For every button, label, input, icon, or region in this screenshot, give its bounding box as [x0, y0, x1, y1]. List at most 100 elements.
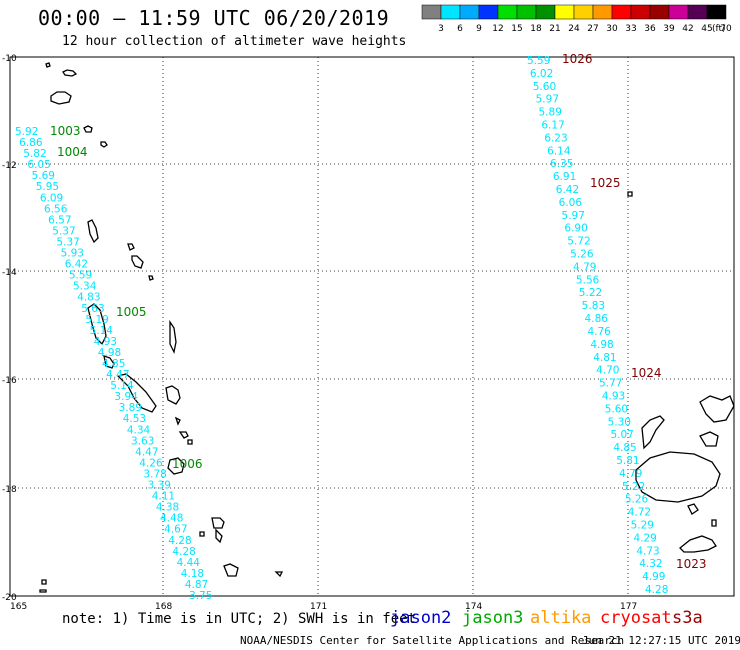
lon-axis-label: 174: [465, 602, 482, 612]
coastline: [127, 243, 135, 251]
wave-height-value-west: 5.95: [36, 181, 59, 193]
lat-axis-label: -18: [2, 485, 17, 495]
wave-height-value-west: 4.44: [177, 557, 201, 569]
wave-height-value-east: 4.70: [596, 365, 619, 377]
lon-axis-label: 168: [155, 602, 172, 612]
wave-height-value-east: 6.91: [553, 171, 576, 183]
wave-height-value-west: 5.14: [110, 380, 134, 392]
coastline: [169, 319, 177, 354]
wave-height-value-west: 4.26: [139, 457, 163, 469]
wave-height-value-east: 4.86: [585, 313, 609, 325]
wave-height-value-east: 4.99: [642, 571, 665, 583]
wave-height-value-west: 4.11: [152, 491, 175, 503]
coastline: [100, 141, 108, 148]
coastline: [167, 457, 185, 475]
wave-height-value-east: 5.60: [533, 81, 556, 93]
pressure-label-west: 1004: [57, 145, 88, 159]
coastline: [627, 191, 633, 197]
wave-height-value-east: 4.73: [636, 545, 659, 557]
coastline: [87, 219, 99, 244]
wave-height-value-west: 3.39: [148, 480, 171, 492]
colorbar-tick-label: 24: [568, 24, 580, 34]
pressure-label-east: 1024: [631, 366, 662, 380]
wave-height-value-west: 5.19: [85, 314, 108, 326]
wave-height-value-east: 5.22: [622, 481, 645, 493]
wave-height-value-west: 5.34: [73, 281, 97, 293]
coastline: [83, 125, 93, 133]
wave-height-value-east: 4.79: [619, 468, 642, 480]
wave-height-value-east: 5.29: [631, 519, 654, 531]
lon-axis-label: 171: [310, 602, 327, 612]
colorbar-tick-label: 27: [587, 24, 598, 34]
wave-height-value-east: 5.30: [608, 416, 631, 428]
wave-height-value-east: 5.26: [625, 494, 649, 506]
colorbar-tick-label: 30: [606, 24, 618, 34]
coastline: [116, 373, 157, 413]
coastline: [635, 451, 721, 503]
pressure-label-east: 1026: [562, 52, 593, 66]
wave-height-value-west: 5.37: [56, 236, 79, 248]
wave-height-value-east: 4.79: [573, 261, 596, 273]
wave-height-value-east: 5.26: [570, 249, 594, 261]
satellite-label-jason3: jason3: [462, 608, 524, 628]
coastline: [199, 531, 205, 537]
colorbar-tick-label: 42: [682, 24, 693, 34]
wave-height-value-west: 4.28: [172, 546, 195, 558]
wave-height-value-west: 6.86: [19, 137, 43, 149]
pressure-label-east: 1025: [590, 176, 621, 190]
coastline: [699, 431, 719, 447]
wave-height-value-west: 6.42: [65, 259, 88, 271]
colorbar-tick-label: 36: [644, 24, 656, 34]
wave-height-value-east: 6.02: [530, 68, 553, 80]
generated-timestamp: Jun 21 12:27:15 UTC 2019: [582, 634, 740, 647]
wave-height-value-east: 6.42: [556, 184, 579, 196]
lon-axis-label: 165: [10, 602, 27, 612]
coastline: [711, 519, 717, 527]
wave-height-value-east: 5.77: [599, 378, 622, 390]
coastline: [223, 563, 239, 577]
wave-height-value-east: 5.97: [562, 210, 585, 222]
coastline: [215, 528, 223, 544]
wave-height-value-east: 5.59: [527, 55, 550, 67]
wave-height-value-west: 4.47: [135, 446, 158, 458]
coastline: [87, 303, 107, 346]
wave-height-value-west: 5.93: [61, 248, 84, 260]
pressure-label-east: 1023: [676, 557, 707, 571]
wave-height-value-east: 4.81: [593, 352, 616, 364]
colorbar-tick-label: 6: [457, 24, 463, 34]
wave-height-value-west: 5.82: [23, 148, 46, 160]
wave-height-value-east: 5.81: [616, 455, 639, 467]
wave-height-value-east: 5.72: [567, 236, 590, 248]
wave-height-value-west: 5.69: [32, 170, 55, 182]
satellite-label-s3a: s3a: [672, 608, 703, 628]
wave-height-value-west: 4.53: [123, 413, 146, 425]
wave-height-value-east: 4.28: [645, 584, 668, 596]
wave-height-value-west: 4.67: [164, 524, 187, 536]
wave-height-value-east: 4.85: [613, 442, 636, 454]
lat-axis-label: -20: [2, 593, 17, 603]
wave-height-value-west: 3.78: [143, 468, 166, 480]
wave-height-value-west: 4.34: [127, 424, 151, 436]
wave-height-value-west: 3.94: [114, 391, 138, 403]
colorbar-unit-label: (ft): [712, 24, 726, 34]
coastline: [679, 535, 717, 553]
coastline: [187, 439, 193, 445]
lat-axis-label: -14: [2, 268, 17, 278]
wave-height-value-east: 6.06: [559, 197, 583, 209]
footer-note: note: 1) Time is in UTC; 2) SWH is in fe…: [62, 611, 417, 627]
satellite-label-jason2: jason2: [390, 608, 452, 628]
wave-height-value-east: 4.32: [639, 558, 662, 570]
colorbar-tick-label: 3: [438, 24, 444, 34]
colorbar-tick-label: 18: [530, 24, 542, 34]
colorbar-tick-label: 12: [492, 24, 503, 34]
wave-height-value-east: 4.93: [602, 390, 625, 402]
wave-height-value-west: 5.59: [69, 270, 92, 282]
wave-height-value-west: 6.09: [40, 192, 63, 204]
coastline: [165, 385, 181, 405]
lat-axis-label: -10: [2, 54, 17, 64]
map-title: 00:00 – 11:59 UTC 06/20/2019: [38, 6, 390, 30]
wave-height-value-west: 4.48: [160, 513, 183, 525]
coastline: [41, 579, 47, 585]
coastline: [131, 255, 144, 269]
